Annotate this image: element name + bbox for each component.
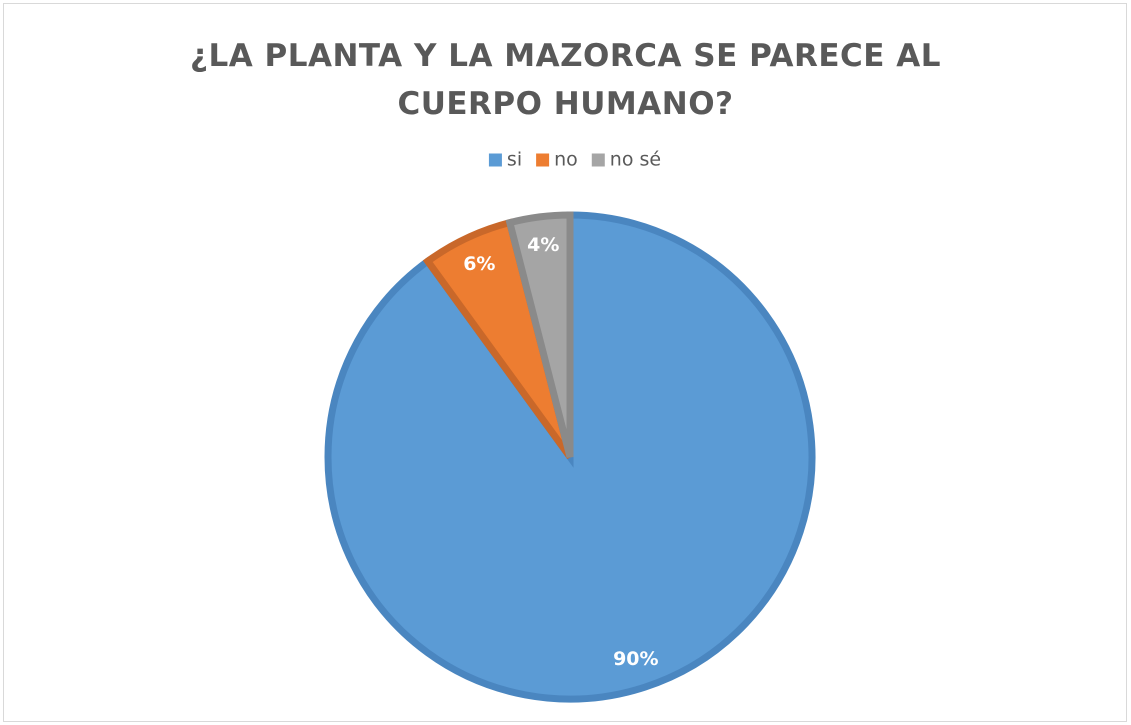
chart-frame xyxy=(3,3,1127,722)
pie-slice xyxy=(505,211,574,458)
value-label: 90% xyxy=(613,648,658,670)
chart-title: ¿LA PLANTA Y LA MAZORCA SE PARECE AL CUE… xyxy=(190,38,941,122)
legend-swatch xyxy=(591,153,605,167)
legend-label: si xyxy=(507,149,522,171)
legend-swatch xyxy=(488,153,502,167)
legend-label: no xyxy=(554,149,578,171)
legend-swatch xyxy=(536,153,550,167)
value-label: 4% xyxy=(527,234,559,256)
legend-label: no sé xyxy=(610,149,661,171)
value-label: 6% xyxy=(463,253,495,275)
